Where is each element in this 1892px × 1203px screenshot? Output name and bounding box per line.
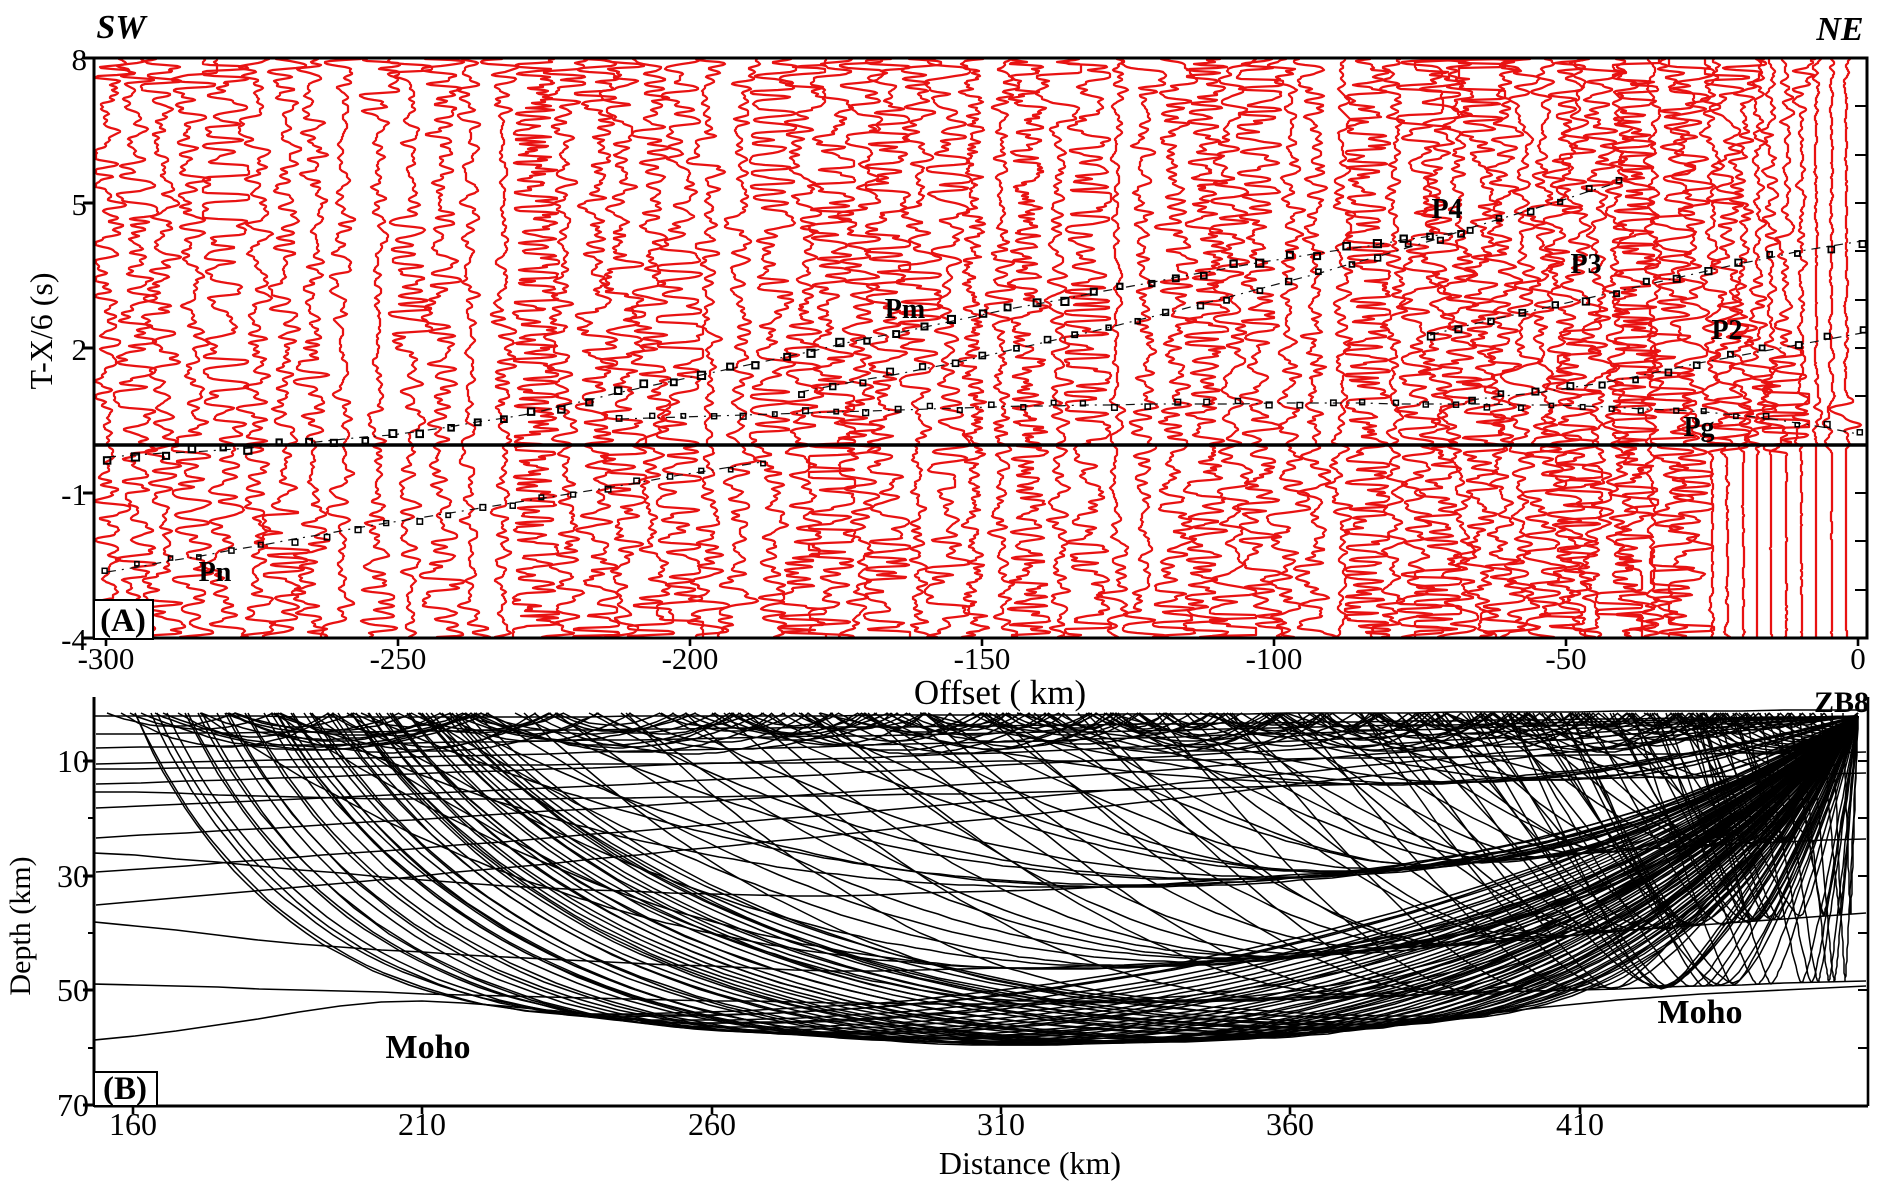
- svg-text:30: 30: [57, 858, 89, 894]
- svg-text:-150: -150: [954, 641, 1011, 676]
- svg-text:-50: -50: [1545, 641, 1586, 676]
- svg-text:-100: -100: [1246, 641, 1303, 676]
- svg-text:Depth (km): Depth (km): [4, 856, 37, 995]
- svg-text:Pg: Pg: [1683, 412, 1714, 443]
- svg-text:360: 360: [1266, 1106, 1314, 1142]
- svg-text:70: 70: [57, 1087, 89, 1123]
- svg-text:2: 2: [72, 332, 88, 367]
- svg-text:SW: SW: [96, 9, 148, 46]
- svg-text:8: 8: [72, 42, 88, 77]
- svg-text:NE: NE: [1815, 11, 1863, 48]
- svg-text:(B): (B): [103, 1071, 147, 1107]
- svg-text:210: 210: [398, 1106, 446, 1142]
- svg-text:-1: -1: [61, 477, 87, 512]
- svg-text:Moho: Moho: [1658, 994, 1743, 1031]
- svg-text:P4: P4: [1431, 194, 1462, 225]
- svg-text:-200: -200: [662, 641, 719, 676]
- svg-text:310: 310: [977, 1106, 1025, 1142]
- svg-text:Moho: Moho: [386, 1029, 471, 1066]
- svg-text:T-X/6 (s): T-X/6 (s): [23, 272, 59, 389]
- svg-text:0: 0: [1850, 641, 1866, 676]
- svg-text:ZB8: ZB8: [1814, 686, 1869, 719]
- svg-text:260: 260: [688, 1106, 736, 1142]
- svg-text:50: 50: [57, 972, 89, 1008]
- svg-text:Offset ( km): Offset ( km): [914, 673, 1086, 712]
- svg-text:(A): (A): [100, 603, 146, 639]
- svg-text:-4: -4: [61, 622, 87, 657]
- svg-text:-300: -300: [78, 641, 135, 676]
- svg-text:Distance (km): Distance (km): [939, 1145, 1121, 1181]
- svg-text:-250: -250: [370, 641, 427, 676]
- svg-text:5: 5: [72, 187, 88, 222]
- svg-text:10: 10: [57, 743, 89, 779]
- svg-text:P3: P3: [1570, 249, 1601, 280]
- svg-text:410: 410: [1556, 1106, 1604, 1142]
- svg-text:Pn: Pn: [199, 557, 232, 588]
- svg-text:P2: P2: [1711, 315, 1742, 346]
- svg-text:160: 160: [109, 1106, 157, 1142]
- svg-text:Pm: Pm: [885, 294, 925, 325]
